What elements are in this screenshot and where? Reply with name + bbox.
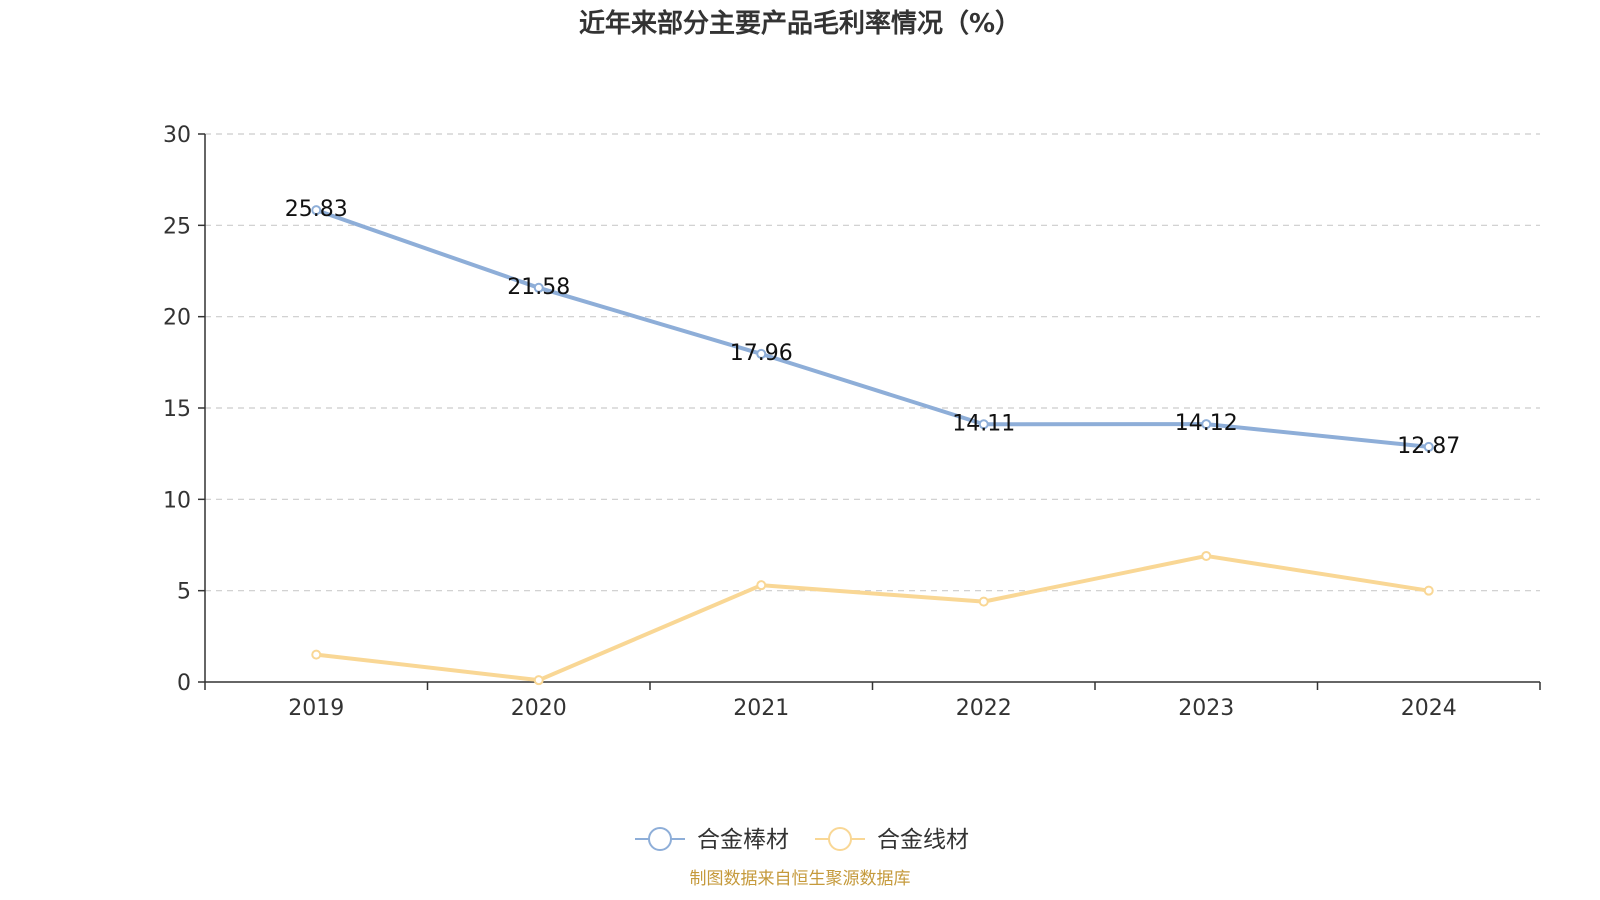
x-tick-label: 2020 — [511, 696, 567, 721]
y-tick-label: 5 — [177, 580, 191, 605]
legend-item-2: 合金线材 — [815, 827, 969, 853]
data-point — [978, 596, 989, 607]
data-point — [533, 282, 544, 293]
source-note: 制图数据来自恒生聚源数据库 — [690, 869, 911, 889]
legend-marker — [648, 827, 672, 851]
data-point — [311, 649, 322, 660]
data-point — [756, 348, 767, 359]
data-label: 21.58 — [507, 275, 570, 300]
y-tick-label: 25 — [163, 214, 191, 239]
x-tick-label: 2021 — [733, 696, 789, 721]
legend: 合金棒材 合金线材 — [635, 827, 969, 853]
data-label: 12.87 — [1397, 434, 1460, 459]
legend-item-1: 合金棒材 — [635, 827, 789, 853]
data-point — [1201, 550, 1212, 561]
x-tick-label: 2022 — [956, 696, 1012, 721]
data-label: 25.83 — [285, 197, 348, 222]
data-label: 14.11 — [952, 411, 1015, 436]
legend-marker — [828, 827, 852, 851]
y-tick-label: 10 — [163, 488, 191, 513]
y-tick-label: 20 — [163, 306, 191, 331]
data-label: 14.12 — [1175, 411, 1238, 436]
data-point — [533, 675, 544, 686]
series-line-1 — [315, 208, 1429, 449]
data-point — [756, 580, 767, 591]
data-point — [311, 205, 322, 216]
series-layer — [311, 205, 1434, 686]
y-tick-label: 0 — [177, 671, 191, 696]
data-point — [1201, 419, 1212, 430]
legend-label: 合金线材 — [877, 827, 969, 853]
data-labels: 25.83 21.58 17.96 14.11 14.12 12.87 — [285, 197, 1460, 459]
legend-label: 合金棒材 — [697, 827, 789, 853]
data-point — [978, 419, 989, 430]
x-tick-label: 2019 — [288, 696, 344, 721]
chart-title: 近年来部分主要产品毛利率情况（%） — [579, 8, 1021, 39]
x-tick-label: 2023 — [1178, 696, 1234, 721]
y-tick-label: 15 — [163, 397, 191, 422]
data-point — [1423, 585, 1434, 596]
data-label: 17.96 — [730, 341, 793, 366]
x-tick-label: 2024 — [1401, 696, 1457, 721]
axes: 0 5 10 15 20 25 30 2019 2020 2021 2022 2023 2024 — [163, 123, 1541, 721]
grid-lines — [205, 133, 1540, 592]
data-point — [1423, 441, 1434, 452]
series-line-2 — [316, 553, 1430, 683]
y-tick-label: 30 — [163, 123, 191, 148]
